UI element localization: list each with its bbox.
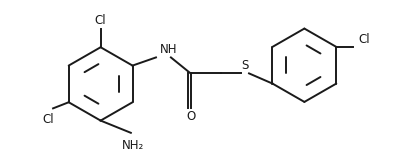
Text: Cl: Cl [359,33,370,45]
Text: Cl: Cl [95,14,107,27]
Text: O: O [186,110,195,123]
Text: Cl: Cl [42,114,54,126]
Text: NH: NH [160,43,177,56]
Text: S: S [241,59,249,72]
Text: NH₂: NH₂ [122,139,144,152]
